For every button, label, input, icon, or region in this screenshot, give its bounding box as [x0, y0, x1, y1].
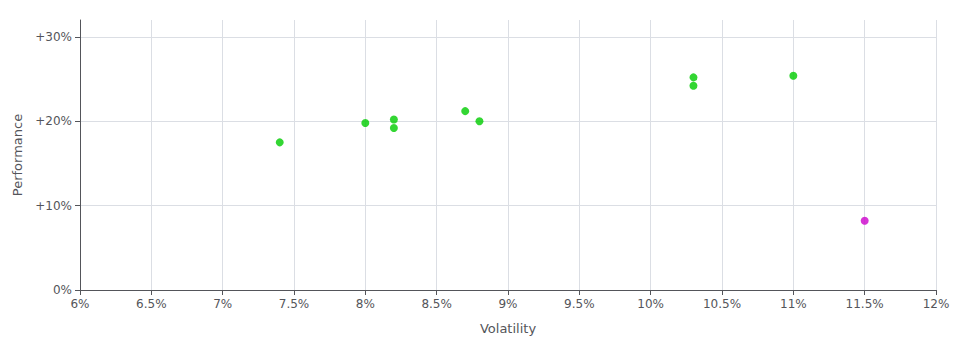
svg-text:9%: 9%: [498, 297, 517, 311]
svg-text:6%: 6%: [70, 297, 89, 311]
svg-text:11%: 11%: [780, 297, 807, 311]
svg-text:+10%: +10%: [35, 199, 72, 213]
svg-text:7.5%: 7.5%: [279, 297, 310, 311]
svg-text:10.5%: 10.5%: [703, 297, 741, 311]
svg-text:+20%: +20%: [35, 114, 72, 128]
svg-text:9.5%: 9.5%: [564, 297, 595, 311]
svg-text:10%: 10%: [637, 297, 664, 311]
svg-text:6.5%: 6.5%: [136, 297, 167, 311]
svg-text:7%: 7%: [213, 297, 232, 311]
svg-text:11.5%: 11.5%: [846, 297, 884, 311]
svg-text:+30%: +30%: [35, 30, 72, 44]
svg-text:0%: 0%: [53, 283, 72, 297]
svg-text:Volatility: Volatility: [480, 321, 536, 336]
svg-text:Performance: Performance: [10, 114, 25, 196]
svg-text:8.5%: 8.5%: [421, 297, 452, 311]
svg-text:12%: 12%: [923, 297, 950, 311]
svg-text:8%: 8%: [356, 297, 375, 311]
